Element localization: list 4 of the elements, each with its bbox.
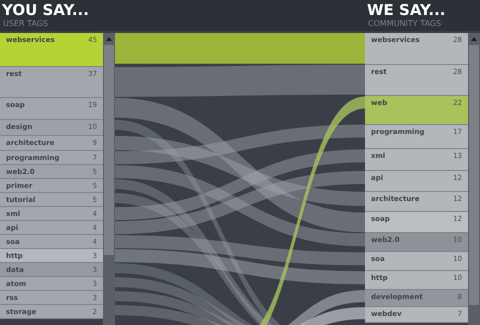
- text: COMMUNITY TAGS: [368, 19, 442, 29]
- text: WE SAY...: [367, 1, 446, 19]
- text: YOU SAY...: [2, 1, 89, 19]
- text: USER TAGS: [3, 19, 48, 29]
